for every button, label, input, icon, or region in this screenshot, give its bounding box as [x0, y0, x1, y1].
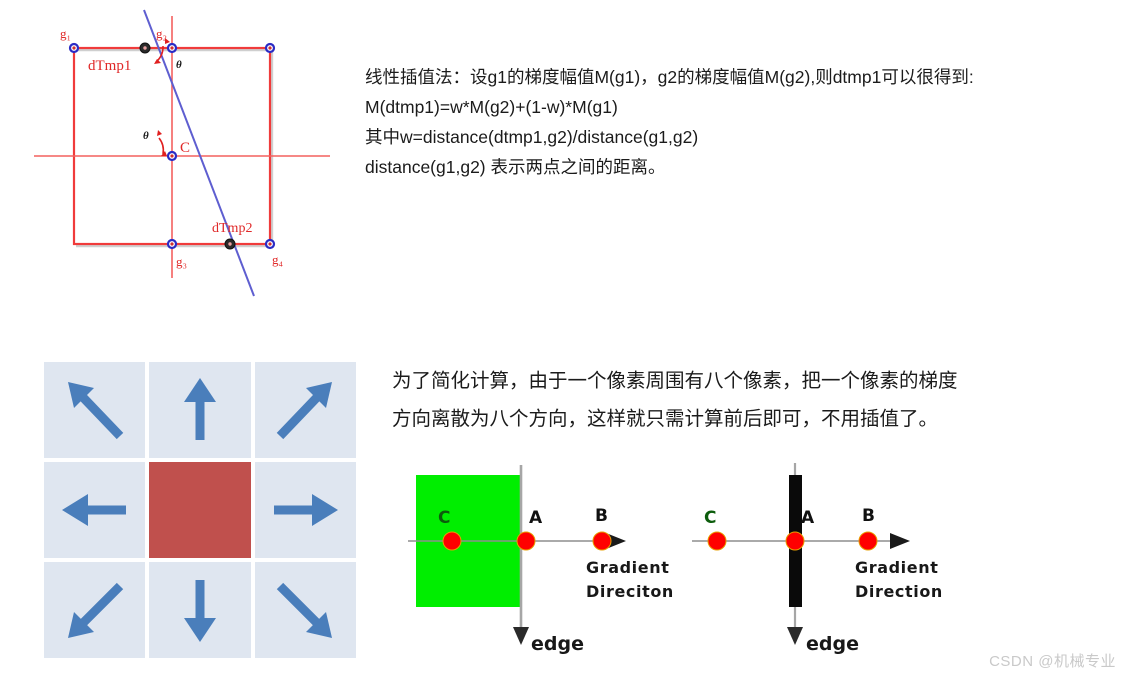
grid-cell-top-right: [254, 362, 356, 458]
grid-nodes: [68, 42, 276, 250]
red-axes: [34, 16, 330, 278]
grid-cell-top-center: [149, 362, 251, 458]
disc-text-line-2: 方向离散为八个方向，这样就只需计算前后即可，不用插值了。: [392, 408, 939, 430]
point-b-label-left: B: [595, 506, 608, 526]
point-c-label-left: C: [438, 508, 450, 528]
csdn-watermark: CSDN @机械专业: [989, 653, 1116, 670]
point-a-label-right: A: [801, 508, 815, 528]
label-dtmp1: dTmp1: [88, 58, 131, 74]
point-a-dot-left: [516, 531, 536, 551]
point-c-dot-right: [707, 531, 727, 551]
discretization-explanation-text: 为了简化计算，由于一个像素周围有八个像素，把一个像素的梯度 方向离散为八个方向，…: [392, 362, 1122, 438]
point-b-dot-right: [858, 531, 878, 551]
gradient-direction-line: [143, 9, 255, 297]
grid-cell-bottom-center: [149, 562, 251, 658]
arrow-up-left-icon: [56, 374, 134, 446]
interp-text-line-2: M(dtmp1)=w*M(g2)+(1-w)*M(g1): [365, 97, 618, 117]
edge-region-figure: C A B edge Gradient Direciton: [408, 465, 674, 655]
arrow-down-right-icon: [266, 574, 344, 646]
bilinear-interpolation-figure: g₁ g₂ g₃ g₄ C dTmp1 dTmp2 θ θ: [32, 8, 332, 298]
point-a-label-left: A: [529, 508, 543, 528]
direction-grid: [44, 362, 356, 658]
point-c-dot-left: [442, 531, 462, 551]
point-c-label-right: C: [704, 508, 716, 528]
edge-label-left: edge: [531, 633, 584, 655]
gradient-arrowhead-right: [890, 533, 910, 549]
label-g3: g₃: [176, 254, 187, 269]
edge-gradient-figures: C A B edge Gradient Direciton: [398, 455, 998, 660]
theta-angle-markers: [154, 38, 170, 156]
label-g1: g₁: [60, 26, 71, 41]
point-b-dot-left: [592, 531, 612, 551]
interp-text-line-3: 其中w=distance(dtmp1,g2)/distance(g1,g2): [365, 127, 699, 147]
arrow-right-icon: [266, 474, 344, 546]
edge-label-right: edge: [806, 633, 859, 655]
grid-cell-middle-right: [254, 462, 356, 558]
label-g4: g₄: [272, 252, 284, 267]
gradient-caption-right-line2: Direction: [855, 582, 943, 601]
arrow-left-icon: [56, 474, 134, 546]
interp-text-line-4: distance(g1,g2) 表示两点之间的距离。: [365, 157, 666, 177]
label-dtmp2: dTmp2: [212, 221, 252, 236]
grid-cell-bottom-left: [44, 562, 146, 658]
label-g2: g₂: [156, 26, 167, 41]
edge-line-figure: C A B edge Gradient Direction: [692, 463, 943, 655]
label-theta-top: θ: [176, 59, 182, 71]
edge-arrow-right: [787, 627, 803, 645]
gradient-caption-right-line1: Gradient: [855, 558, 938, 577]
gradient-caption-left-line2: Direciton: [586, 582, 674, 601]
label-theta-center: θ: [143, 130, 149, 142]
figure-labels: g₁ g₂ g₃ g₄ C dTmp1 dTmp2: [60, 26, 284, 269]
edge-arrow-left: [513, 627, 529, 645]
grid-cell-bottom-right: [254, 562, 356, 658]
arrow-down-left-icon: [56, 574, 134, 646]
figure-background: [32, 8, 332, 298]
arrow-down-icon: [161, 574, 239, 646]
gradient-caption-left-line1: Gradient: [586, 558, 669, 577]
theta-labels: θ θ: [143, 59, 182, 142]
arrow-up-right-icon: [266, 374, 344, 446]
interp-text-line-1: 线性插值法：设g1的梯度幅值M(g1)，g2的梯度幅值M(g2),则dtmp1可…: [365, 67, 974, 87]
grid-cell-center-pixel: [149, 462, 251, 558]
point-b-label-right: B: [862, 506, 875, 526]
point-a-dot-right: [785, 531, 805, 551]
interpolation-explanation-text: 线性插值法：设g1的梯度幅值M(g1)，g2的梯度幅值M(g2),则dtmp1可…: [365, 62, 1125, 182]
disc-text-line-1: 为了简化计算，由于一个像素周围有八个像素，把一个像素的梯度: [392, 370, 958, 392]
gradient-arrowhead-left: [606, 533, 626, 549]
grid-cell-top-left: [44, 362, 146, 458]
label-c: C: [180, 140, 190, 156]
grid-cell-middle-left: [44, 462, 146, 558]
arrow-up-icon: [161, 374, 239, 446]
interpolated-points: [139, 42, 236, 250]
